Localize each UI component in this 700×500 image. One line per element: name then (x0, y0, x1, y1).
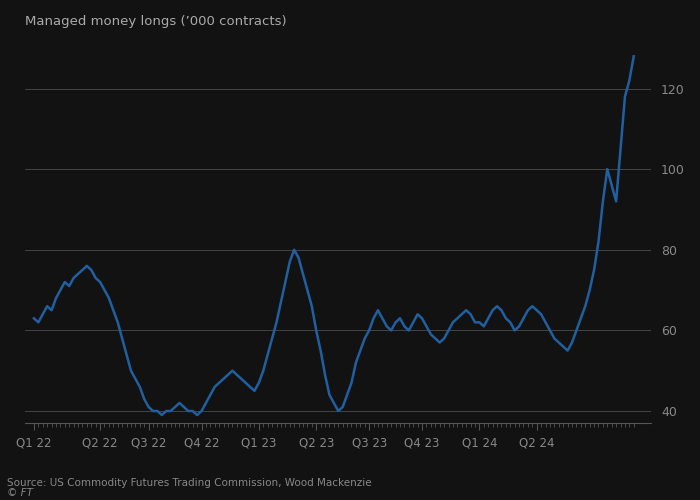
Text: © FT: © FT (7, 488, 33, 498)
Text: Managed money longs (’000 contracts): Managed money longs (’000 contracts) (25, 15, 287, 28)
Text: Source: US Commodity Futures Trading Commission, Wood Mackenzie: Source: US Commodity Futures Trading Com… (7, 478, 372, 488)
